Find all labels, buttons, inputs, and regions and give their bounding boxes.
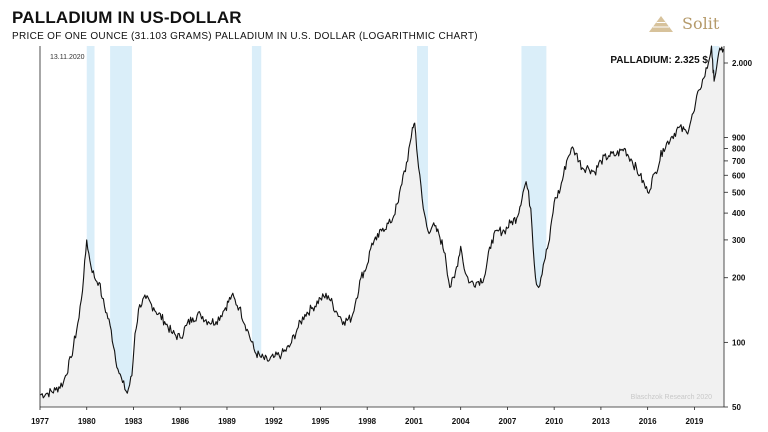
recession-band (86, 46, 95, 407)
x-tick-label: 2016 (639, 417, 657, 426)
x-tick-label: 2001 (405, 417, 423, 426)
x-tick-label: 1977 (31, 417, 49, 426)
series-line (39, 45, 725, 399)
logo-text: Solit (682, 14, 720, 33)
x-tick-label: 1995 (312, 417, 330, 426)
x-tick-label: 1989 (218, 417, 236, 426)
y-tick-label: 2.000 (732, 59, 753, 68)
brand-logo: Solit (648, 14, 719, 33)
y-tick-label: 300 (732, 236, 746, 245)
recession-band (251, 46, 262, 407)
y-tick-label: 50 (732, 403, 741, 412)
x-tick-label: 2019 (685, 417, 703, 426)
chart-subtitle: PRICE OF ONE OUNCE (31.103 GRAMS) PALLAD… (12, 31, 478, 42)
current-price-label: PALLADIUM: 2.325 $ (610, 55, 708, 66)
y-tick-label: 800 (732, 144, 746, 153)
x-tick-label: 1983 (125, 417, 143, 426)
x-ticks: 1977 1980 1983 1986 1989 1992 1995 1998 2001 2004… (31, 407, 704, 426)
series-area (40, 46, 724, 407)
x-tick-label: 1998 (358, 417, 376, 426)
x-tick-label: 2010 (545, 417, 563, 426)
y-tick-label: 200 (732, 274, 746, 283)
x-tick-label: 2007 (499, 417, 517, 426)
x-tick-label: 1980 (78, 417, 96, 426)
y-tick-label: 700 (732, 157, 746, 166)
x-tick-label: 2013 (592, 417, 610, 426)
x-tick-label: 2004 (452, 417, 470, 426)
y-tick-label: 900 (732, 133, 746, 142)
y-tick-label: 100 (732, 338, 746, 347)
date-label: 13.11.2020 (50, 54, 85, 61)
x-tick-label: 1992 (265, 417, 283, 426)
y-tick-label: 400 (732, 209, 746, 218)
y-ticks: 2.000 900 800 700 600 500 400 300 200 100 50 (724, 59, 753, 412)
x-tick-label: 1986 (171, 417, 189, 426)
chart-title: PALLADIUM IN US-DOLLAR (12, 8, 242, 27)
recession-band (110, 46, 132, 407)
y-tick-label: 600 (732, 171, 746, 180)
y-tick-label: 500 (732, 188, 746, 197)
pyramid-icon (649, 15, 673, 32)
source-label: Blaschzok Research 2020 (630, 394, 712, 401)
